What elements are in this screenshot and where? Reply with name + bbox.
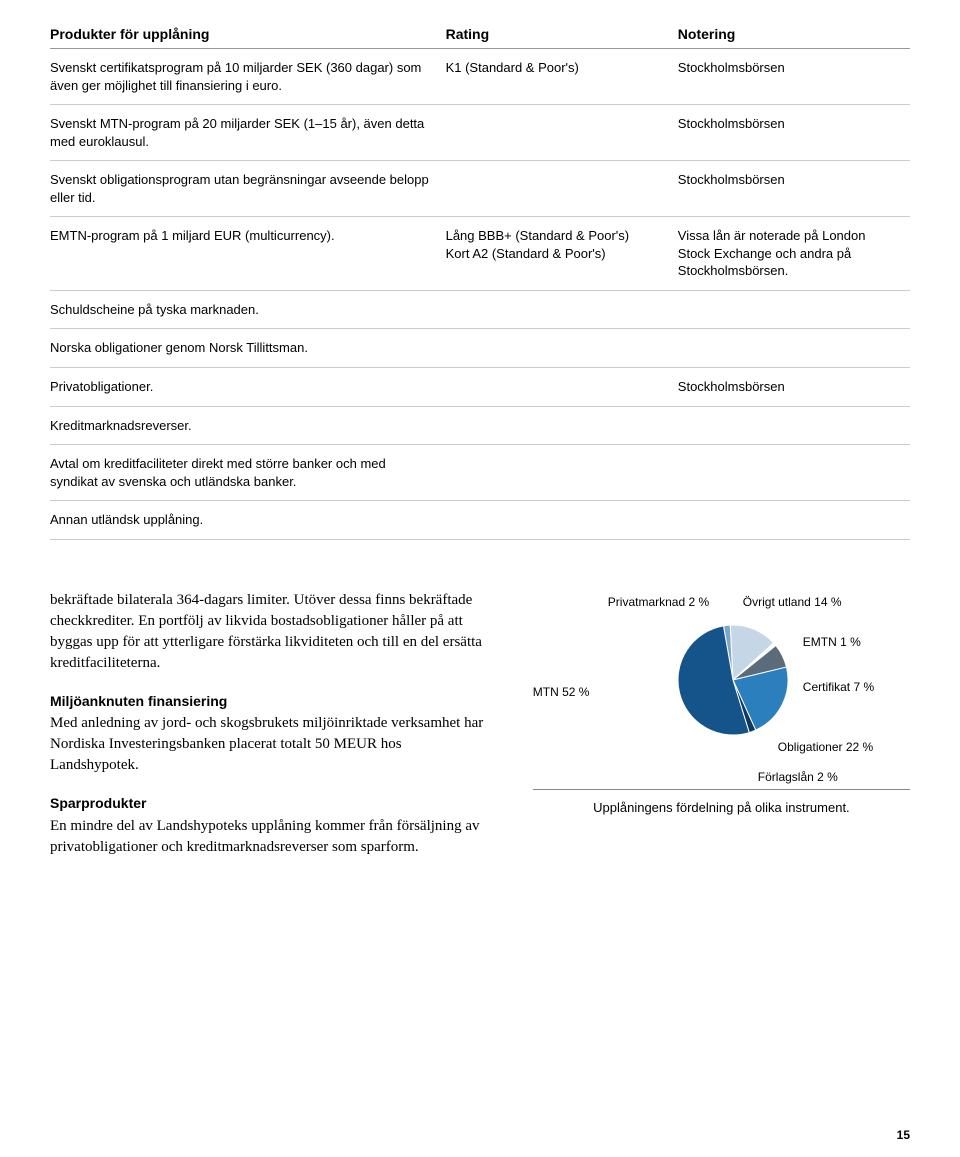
chart-label: Övrigt utland 14 % [743, 595, 842, 609]
cell-listing [678, 445, 910, 501]
chart-caption: Upplåningens fördelning på olika instrum… [533, 800, 910, 815]
th-product: Produkter för upplåning [50, 20, 446, 49]
pie-chart [673, 620, 793, 740]
cell-rating [446, 368, 678, 407]
table-row: Kreditmarknadsreverser. [50, 406, 910, 445]
cell-rating [446, 406, 678, 445]
cell-product: Svenskt MTN-program på 20 miljarder SEK … [50, 105, 446, 161]
chart-label: Förlagslån 2 % [758, 770, 838, 784]
table-row: Norska obligationer genom Norsk Tillitts… [50, 329, 910, 368]
cell-product: Norska obligationer genom Norsk Tillitts… [50, 329, 446, 368]
body-sub1: Med anledning av jord- och skogsbrukets … [50, 713, 493, 776]
th-listing: Notering [678, 20, 910, 49]
products-table: Produkter för upplåning Rating Notering … [50, 20, 910, 540]
pie-chart-column: MTN 52 % Privatmarknad 2 % Övrigt utland 1… [533, 590, 910, 876]
lower-content: bekräftade bilaterala 364-dagars limiter… [50, 590, 910, 876]
chart-label: Privatmarknad 2 % [608, 595, 709, 609]
th-rating: Rating [446, 20, 678, 49]
subhead-miljo: Miljöanknuten finansiering [50, 692, 493, 712]
cell-listing: Vissa lån är noterade på London Stock Ex… [678, 217, 910, 291]
chart-label: EMTN 1 % [803, 635, 861, 649]
table-row: Svenskt certifikatsprogram på 10 miljard… [50, 49, 910, 105]
cell-listing: Stockholmsbörsen [678, 368, 910, 407]
cell-product: Schuldscheine på tyska marknaden. [50, 290, 446, 329]
cell-listing [678, 501, 910, 540]
chart-label: Obligationer 22 % [778, 740, 873, 754]
table-row: Avtal om kreditfaciliteter direkt med st… [50, 445, 910, 501]
cell-rating [446, 105, 678, 161]
body-para1: bekräftade bilaterala 364-dagars limiter… [50, 590, 493, 674]
body-sub2: En mindre del av Landshypoteks upplåning… [50, 816, 493, 858]
cell-listing [678, 329, 910, 368]
cell-product: Svenskt obligationsprogram utan begränsn… [50, 161, 446, 217]
chart-label: Certifikat 7 % [803, 680, 874, 694]
cell-product: Annan utländsk upplåning. [50, 501, 446, 540]
cell-listing: Stockholmsbörsen [678, 161, 910, 217]
body-text-column: bekräftade bilaterala 364-dagars limiter… [50, 590, 493, 876]
cell-listing [678, 406, 910, 445]
subhead-spar: Sparprodukter [50, 794, 493, 814]
chart-label: MTN 52 % [533, 685, 590, 699]
table-row: Schuldscheine på tyska marknaden. [50, 290, 910, 329]
cell-rating: K1 (Standard & Poor's) [446, 49, 678, 105]
cell-listing: Stockholmsbörsen [678, 105, 910, 161]
table-row: Svenskt obligationsprogram utan begränsn… [50, 161, 910, 217]
cell-rating [446, 501, 678, 540]
cell-product: Privatobligationer. [50, 368, 446, 407]
table-row: Annan utländsk upplåning. [50, 501, 910, 540]
cell-product: EMTN-program på 1 miljard EUR (multicurr… [50, 217, 446, 291]
table-row: Privatobligationer. Stockholmsbörsen [50, 368, 910, 407]
cell-listing [678, 290, 910, 329]
page-number: 15 [897, 1128, 910, 1142]
cell-rating [446, 329, 678, 368]
table-row: Svenskt MTN-program på 20 miljarder SEK … [50, 105, 910, 161]
table-row: EMTN-program på 1 miljard EUR (multicurr… [50, 217, 910, 291]
pie-chart-wrap: MTN 52 % Privatmarknad 2 % Övrigt utland 1… [533, 590, 910, 790]
cell-product: Svenskt certifikatsprogram på 10 miljard… [50, 49, 446, 105]
cell-listing: Stockholmsbörsen [678, 49, 910, 105]
cell-product: Avtal om kreditfaciliteter direkt med st… [50, 445, 446, 501]
cell-rating [446, 290, 678, 329]
cell-rating: Lång BBB+ (Standard & Poor's) Kort A2 (S… [446, 217, 678, 291]
cell-product: Kreditmarknadsreverser. [50, 406, 446, 445]
cell-rating [446, 161, 678, 217]
cell-rating [446, 445, 678, 501]
